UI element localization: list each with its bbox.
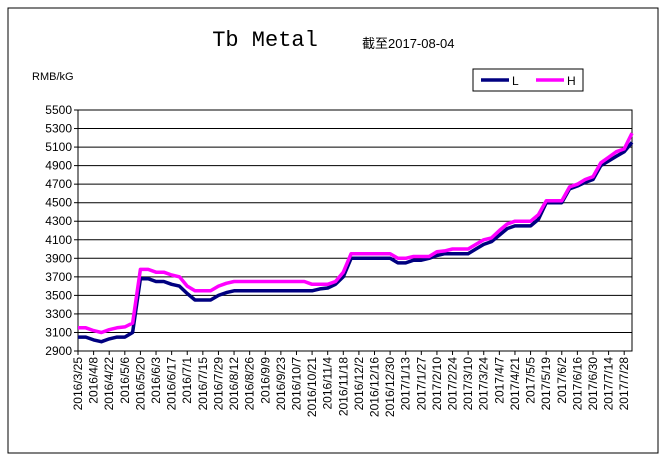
x-tick-label: 2017/6/16: [570, 357, 584, 411]
plot-area: [77, 109, 633, 352]
series-line: [78, 141, 634, 344]
y-tick-label: 3500: [45, 288, 72, 302]
x-tick-label: 2017/1/13: [399, 357, 413, 411]
y-tick-label: 4900: [45, 159, 72, 173]
x-tick-label: 2016/11/4: [321, 357, 335, 410]
x-tick-label: 2017/3/24: [477, 357, 491, 411]
x-tick-label: 2016/7/29: [211, 357, 225, 411]
x-tick-label: 2016/12/2: [352, 357, 366, 411]
x-tick-label: 2017/1/27: [414, 357, 428, 411]
x-tick-label: 2016/10/7: [289, 357, 303, 411]
legend-box: [472, 68, 584, 92]
x-tick-label: 2016/5/6: [118, 357, 132, 404]
x-tick-label: 2017/2/10: [430, 357, 444, 411]
x-tick-label: 2016/7/15: [196, 357, 210, 411]
x-tick-label: 2016/8/26: [243, 357, 257, 411]
x-tick-label: 2016/5/20: [133, 357, 147, 411]
x-tick-label: 2017/2/24: [446, 357, 460, 411]
x-tick-label: 2017/5/19: [539, 357, 553, 411]
y-tick-label: 3900: [45, 251, 72, 265]
x-tick-label: 2016/4/8: [87, 357, 101, 404]
legend-label: H: [567, 74, 576, 88]
chart-subtitle: 截至2017-08-04: [362, 36, 455, 51]
y-tick-label: 4300: [45, 214, 72, 228]
x-tick-label: 2016/6/17: [165, 357, 179, 411]
y-tick-label: 5100: [45, 140, 72, 154]
y-tick-label: 3700: [45, 270, 72, 284]
x-tick-label: 2017/4/21: [508, 357, 522, 411]
x-tick-label: 2016/10/21: [305, 357, 319, 417]
x-tick-label: 2016/7/1: [180, 357, 194, 404]
x-tick-label: 2016/8/12: [227, 357, 241, 411]
y-tick-label: 3300: [45, 307, 72, 321]
chart-title: Tb Metal: [212, 28, 318, 53]
x-tick-label: 2016/9/23: [274, 357, 288, 411]
y-tick-label: 2900: [45, 344, 72, 358]
x-tick-label: 2017/4/7: [492, 357, 506, 404]
x-tick-label: 2016/9/9: [258, 357, 272, 404]
x-tick-label: 2017/6/30: [586, 357, 600, 411]
x-tick-label: 2016/11/18: [336, 357, 350, 416]
y-axis-label: RMB/kG: [32, 71, 74, 83]
y-tick-label: 4100: [45, 233, 72, 247]
x-tick-label: 2016/4/22: [102, 357, 116, 411]
x-tick-label: 2016/6/3: [149, 357, 163, 404]
x-tick-label: 2017/3/10: [461, 357, 475, 411]
x-tick-label: 2017/7/14: [602, 357, 616, 411]
y-tick-label: 5300: [45, 122, 72, 136]
x-tick-label: 2017/6/2: [555, 357, 569, 404]
y-tick-label: 4700: [45, 177, 72, 191]
y-tick-label: 3100: [45, 325, 72, 339]
x-tick-label: 2016/3/25: [71, 357, 85, 411]
x-tick-label: 2016/12/16: [368, 357, 382, 417]
series-line: [78, 132, 634, 335]
x-tick-label: 2016/12/30: [383, 357, 397, 417]
y-tick-label: 5500: [45, 103, 72, 117]
y-tick-label: 4500: [45, 196, 72, 210]
legend-label: L: [512, 74, 519, 88]
x-tick-label: 2017/5/5: [524, 357, 538, 404]
x-tick-label: 2017/7/28: [617, 357, 631, 411]
